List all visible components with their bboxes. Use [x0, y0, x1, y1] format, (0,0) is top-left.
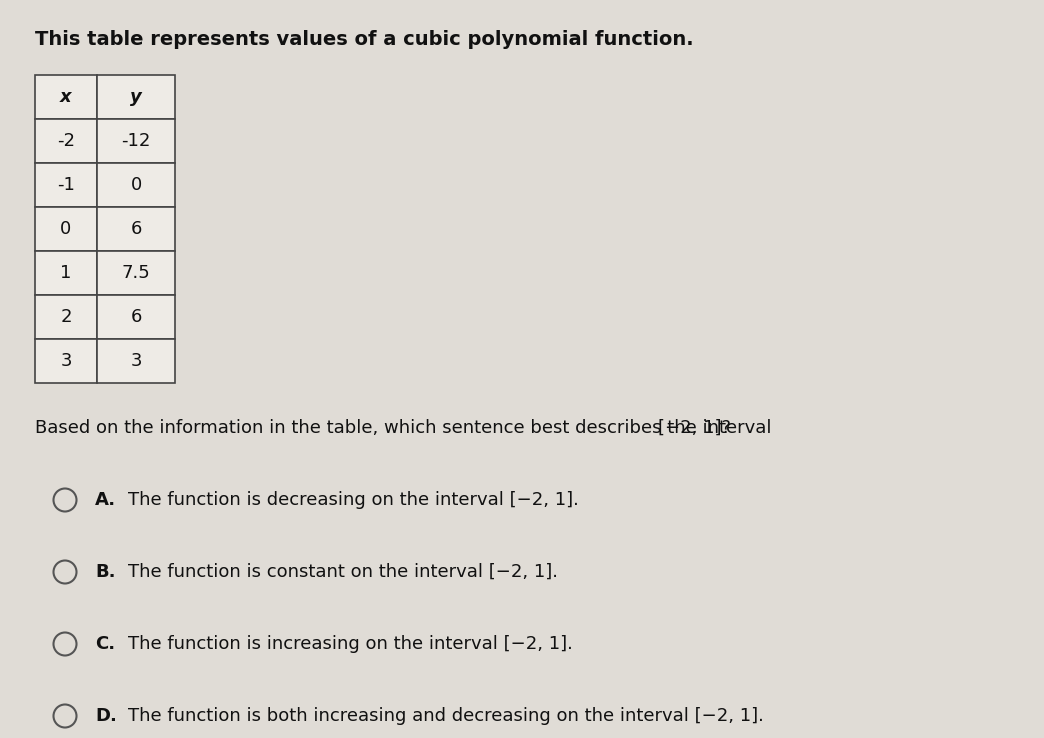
- FancyBboxPatch shape: [35, 75, 97, 119]
- Text: B.: B.: [95, 563, 116, 581]
- Text: This table represents values of a cubic polynomial function.: This table represents values of a cubic …: [35, 30, 693, 49]
- Text: 7.5: 7.5: [121, 264, 150, 282]
- Text: -1: -1: [57, 176, 75, 194]
- Circle shape: [53, 705, 76, 728]
- Text: The function is decreasing on the interval [−2, 1].: The function is decreasing on the interv…: [128, 491, 578, 509]
- Text: The function is both increasing and decreasing on the interval [−2, 1].: The function is both increasing and decr…: [128, 707, 764, 725]
- FancyBboxPatch shape: [97, 339, 175, 383]
- Text: -12: -12: [121, 132, 150, 150]
- Text: Based on the information in the table, which sentence best describes the interva: Based on the information in the table, w…: [35, 419, 777, 437]
- Text: A.: A.: [95, 491, 116, 509]
- Text: C.: C.: [95, 635, 115, 653]
- Text: [−2, 1]?: [−2, 1]?: [658, 419, 731, 437]
- FancyBboxPatch shape: [35, 251, 97, 295]
- FancyBboxPatch shape: [35, 207, 97, 251]
- FancyBboxPatch shape: [35, 119, 97, 163]
- Text: 3: 3: [61, 352, 72, 370]
- Circle shape: [53, 489, 76, 511]
- Text: 6: 6: [130, 220, 142, 238]
- Text: 3: 3: [130, 352, 142, 370]
- FancyBboxPatch shape: [97, 295, 175, 339]
- FancyBboxPatch shape: [35, 163, 97, 207]
- FancyBboxPatch shape: [35, 295, 97, 339]
- Text: 1: 1: [61, 264, 72, 282]
- Text: The function is increasing on the interval [−2, 1].: The function is increasing on the interv…: [128, 635, 573, 653]
- FancyBboxPatch shape: [97, 207, 175, 251]
- Text: 6: 6: [130, 308, 142, 326]
- Circle shape: [53, 632, 76, 655]
- Text: y: y: [130, 88, 142, 106]
- Text: 0: 0: [61, 220, 72, 238]
- Text: x: x: [61, 88, 72, 106]
- Circle shape: [53, 560, 76, 584]
- Text: 2: 2: [61, 308, 72, 326]
- FancyBboxPatch shape: [97, 75, 175, 119]
- FancyBboxPatch shape: [97, 251, 175, 295]
- Text: 0: 0: [130, 176, 142, 194]
- Text: The function is constant on the interval [−2, 1].: The function is constant on the interval…: [128, 563, 557, 581]
- FancyBboxPatch shape: [97, 119, 175, 163]
- FancyBboxPatch shape: [97, 163, 175, 207]
- FancyBboxPatch shape: [35, 339, 97, 383]
- Text: D.: D.: [95, 707, 117, 725]
- Text: -2: -2: [57, 132, 75, 150]
